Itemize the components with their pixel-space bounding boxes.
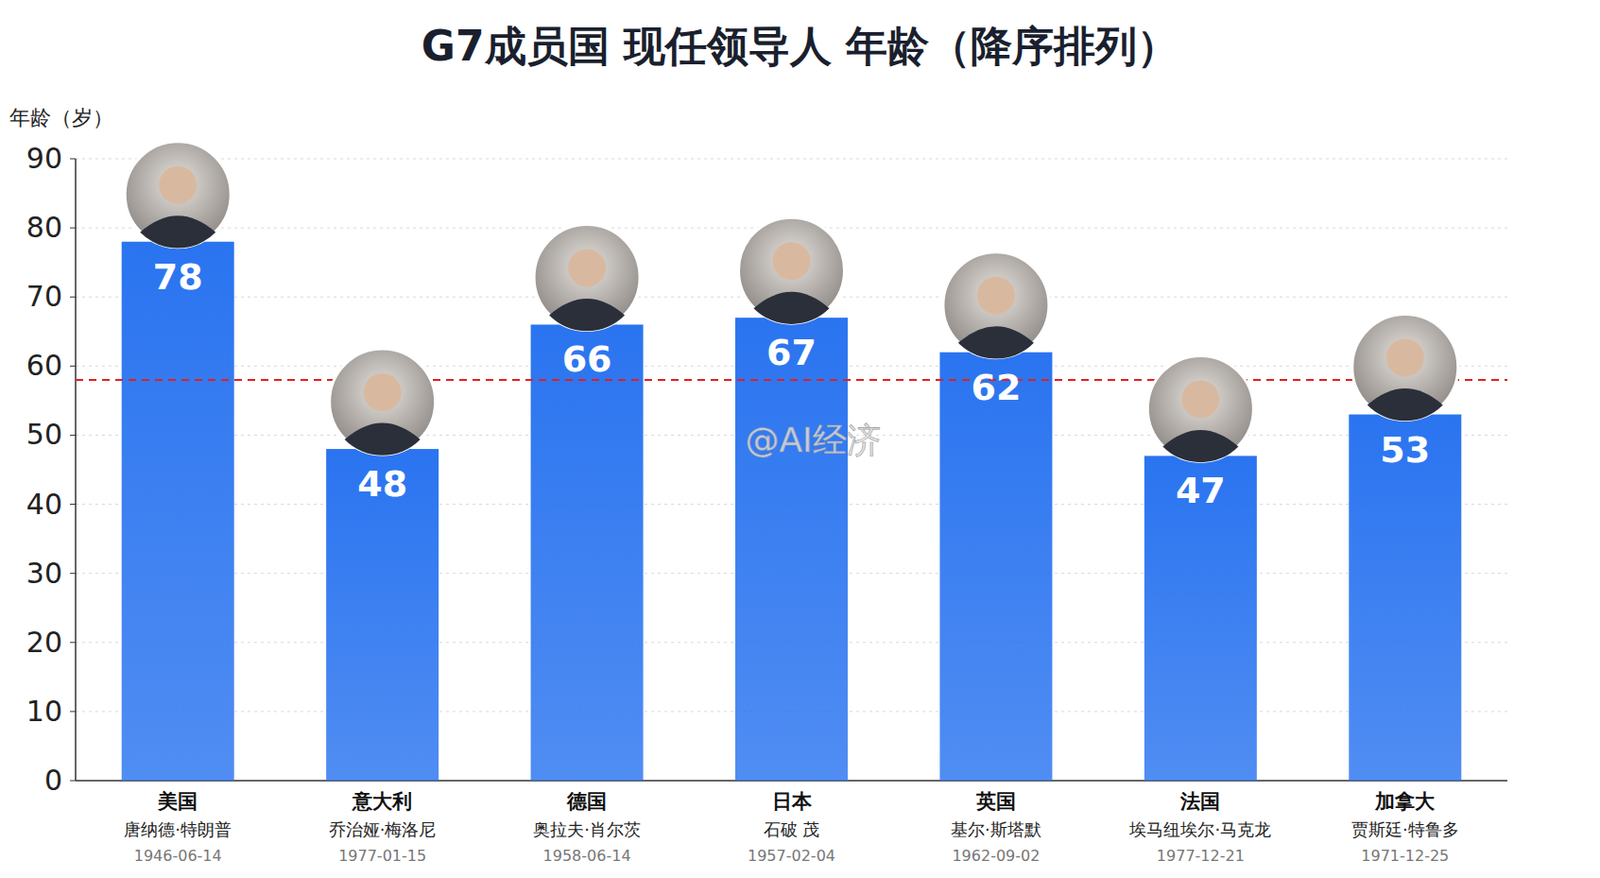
portrait — [1352, 314, 1459, 422]
portrait-circle — [124, 141, 231, 248]
watermark: @AI经济 — [744, 420, 880, 460]
y-tick — [69, 158, 76, 160]
grid-line — [75, 158, 1508, 160]
portrait-body — [549, 298, 625, 331]
y-tick-label: 60 — [26, 348, 63, 382]
birth-date: 1957-02-04 — [747, 846, 836, 865]
x-tick-label: 加拿大 — [1374, 790, 1436, 813]
birth-date: 1977-12-21 — [1156, 846, 1245, 865]
reference-line — [75, 378, 1508, 381]
chart-root: G7成员国 现任领导人 年龄（降序排列） 年龄（岁） 0 10 20 30 40 50 60 70… — [0, 0, 1600, 878]
portrait-face — [977, 276, 1016, 315]
x-tick-label: 美国 — [156, 790, 198, 813]
birth-date: 1946-06-14 — [134, 846, 223, 865]
bar — [531, 324, 644, 781]
portrait-face — [158, 166, 197, 205]
data-label: 67 — [766, 331, 817, 374]
leader-name: 贾斯廷·特鲁多 — [1351, 819, 1460, 840]
portrait-circle — [1147, 355, 1254, 462]
portrait-body — [139, 215, 216, 248]
y-tick — [69, 780, 76, 782]
y-tick-label: 10 — [26, 694, 63, 728]
y-tick-label: 50 — [26, 417, 63, 451]
bar — [1348, 414, 1462, 781]
bar — [1144, 455, 1257, 781]
portrait-face — [1386, 339, 1425, 378]
portrait-face — [567, 248, 606, 287]
data-label: 48 — [357, 463, 408, 505]
data-label: 62 — [970, 366, 1021, 409]
portrait-face — [773, 241, 811, 280]
birth-date: 1971-12-25 — [1360, 846, 1449, 865]
x-tick-label: 法国 — [1179, 790, 1221, 813]
y-tick-label: 20 — [26, 625, 63, 659]
portrait-circle — [1352, 314, 1459, 421]
x-tick-label: 德国 — [566, 790, 607, 813]
data-label: 47 — [1175, 469, 1226, 512]
portrait-circle — [739, 217, 845, 324]
y-tick — [69, 365, 76, 367]
data-label: 78 — [153, 256, 204, 298]
leader-name: 乔治娅·梅洛尼 — [328, 819, 437, 840]
chart-title: G7成员国 现任领导人 年龄（降序排列） — [421, 21, 1179, 70]
leader-name: 石破 茂 — [763, 819, 821, 840]
bar — [939, 352, 1052, 781]
y-tick — [69, 641, 76, 643]
bar — [735, 317, 848, 781]
y-tick-label: 90 — [26, 141, 63, 175]
portrait-circle — [329, 348, 436, 455]
portrait-body — [754, 292, 830, 325]
y-axis-title: 年龄（岁） — [9, 105, 114, 130]
leader-name: 埃马纽埃尔·马克龙 — [1128, 819, 1272, 840]
leader-name: 奥拉夫·肖尔茨 — [533, 819, 641, 840]
leader-name: 基尔·斯塔默 — [950, 819, 1042, 840]
portrait-face — [363, 373, 402, 412]
birth-date: 1962-09-02 — [951, 846, 1040, 865]
leader-name: 唐纳德·特朗普 — [123, 819, 232, 840]
y-tick — [69, 296, 76, 298]
portrait-circle — [943, 252, 1050, 359]
x-tick-label: 意大利 — [351, 790, 413, 813]
portrait-circle — [533, 223, 640, 330]
portrait — [943, 252, 1050, 360]
portrait-body — [958, 326, 1034, 359]
portrait — [1147, 355, 1254, 463]
portrait — [329, 348, 436, 456]
portrait — [739, 217, 845, 325]
y-tick — [69, 710, 76, 712]
portrait — [124, 141, 231, 249]
portrait-body — [344, 423, 421, 456]
birth-date: 1977-01-15 — [338, 846, 427, 865]
x-tick-label: 英国 — [975, 790, 1016, 813]
data-label: 53 — [1379, 429, 1430, 471]
y-tick-label: 40 — [26, 487, 63, 521]
x-tick-label: 日本 — [772, 790, 813, 813]
y-tick — [69, 503, 76, 505]
y-tick-label: 30 — [26, 556, 63, 590]
birth-date: 1958-06-14 — [543, 846, 632, 865]
y-tick-label: 0 — [44, 763, 63, 797]
y-tick-label: 80 — [26, 210, 63, 244]
portrait-body — [1162, 430, 1239, 463]
y-tick-label: 70 — [26, 279, 63, 313]
y-axis-line — [74, 158, 77, 781]
portrait-body — [1367, 388, 1444, 421]
data-label: 66 — [562, 338, 613, 380]
bar — [326, 448, 439, 781]
y-tick — [69, 572, 76, 574]
bar — [121, 241, 235, 781]
y-tick — [69, 227, 76, 229]
y-tick — [69, 434, 76, 436]
portrait-face — [1181, 379, 1220, 418]
portrait — [533, 223, 640, 331]
